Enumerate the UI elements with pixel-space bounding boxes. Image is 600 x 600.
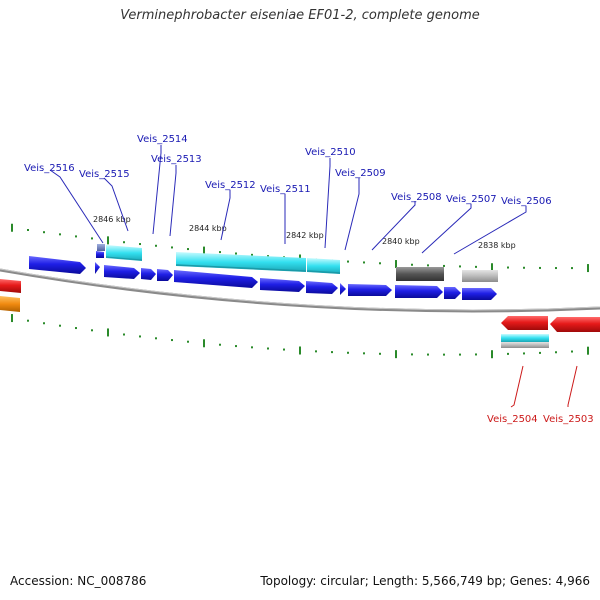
gene-label[interactable]: Veis_2510 (305, 147, 356, 158)
label-leader (49, 169, 104, 244)
rna-feature-edge (306, 270, 341, 274)
tick-label: 2844 kbp (189, 224, 227, 233)
length-label: Length: (372, 574, 419, 588)
scale-ruler-lower (11, 314, 589, 359)
gene-arrow[interactable] (157, 269, 173, 281)
gene-arrow[interactable] (0, 279, 21, 293)
gene-arrow[interactable] (29, 256, 86, 274)
gene-label[interactable]: Veis_2507 (446, 194, 497, 205)
forward-gene-labels: Veis_2516 Veis_2515 Veis_2514 Veis_2513 … (24, 134, 552, 207)
gene-label[interactable]: Veis_2504 (487, 414, 538, 425)
gene-label[interactable]: Veis_2509 (335, 168, 386, 179)
gene-label[interactable]: Veis_2511 (260, 184, 311, 195)
forward-label-leaders (49, 145, 527, 255)
reverse-label-leaders (510, 365, 578, 408)
rna-feature[interactable] (106, 245, 142, 261)
topology-value: circular (320, 574, 365, 588)
accession-label: Accession: (10, 574, 74, 588)
label-leader (169, 165, 177, 237)
tick-label: 2846 kbp (93, 215, 131, 224)
gene-arrow[interactable] (501, 316, 548, 330)
genome-backbone-highlight (0, 268, 600, 311)
tick-label: 2842 kbp (286, 231, 324, 240)
rna-feature[interactable] (307, 258, 340, 274)
gene-label[interactable]: Veis_2503 (543, 414, 594, 425)
reverse-gene-labels: Veis_2504 Veis_2503 (487, 414, 594, 425)
gene-label[interactable]: Veis_2508 (391, 192, 442, 203)
gene-feature[interactable] (97, 244, 105, 251)
accession-info: Accession: NC_008786 (10, 574, 146, 588)
gene-label[interactable]: Veis_2514 (137, 134, 188, 145)
topology-label: Topology: (260, 574, 317, 588)
gene-arrow[interactable] (141, 268, 156, 280)
length-value: 5,566,749 bp (421, 574, 502, 588)
tick-label: 2838 kbp (478, 241, 516, 250)
gene-arrow[interactable] (104, 265, 140, 279)
gene-arrow[interactable] (260, 278, 305, 292)
rna-feature-edge (175, 264, 307, 272)
gene-label[interactable]: Veis_2512 (205, 180, 256, 191)
gene-arrow[interactable] (96, 251, 104, 258)
gene-arrow[interactable] (0, 296, 20, 312)
reverse-strand-genes (0, 279, 600, 348)
rna-feature[interactable] (176, 252, 306, 272)
pseudogene-feature[interactable] (501, 342, 549, 348)
gene-arrow[interactable] (462, 288, 497, 300)
gene-arrow[interactable] (550, 317, 600, 332)
tick-label: 2840 kbp (382, 237, 420, 246)
gene-arrow[interactable] (174, 270, 258, 288)
forward-strand-genes (29, 251, 497, 300)
pseudogene-feature[interactable] (396, 267, 444, 281)
label-leader (152, 145, 162, 235)
gene-label[interactable]: Veis_2515 (79, 169, 130, 180)
genome-backbone (0, 268, 600, 313)
label-leader (344, 178, 360, 251)
label-leader (567, 365, 578, 407)
label-leader (453, 206, 527, 255)
gene-arrow[interactable] (306, 281, 338, 294)
gene-arrow[interactable] (340, 283, 346, 295)
pseudogene-feature[interactable] (462, 270, 498, 282)
gene-label[interactable]: Veis_2516 (24, 163, 75, 174)
rna-feature[interactable] (501, 334, 549, 342)
forward-strand-features (97, 244, 498, 282)
map-title: Verminephrobacter eiseniae EF01-2, compl… (120, 8, 480, 23)
rna-feature-edge (105, 256, 143, 261)
gene-label[interactable]: Veis_2506 (501, 196, 552, 207)
label-leader (510, 365, 524, 408)
label-leader (421, 204, 472, 254)
label-leader (324, 158, 331, 249)
label-leader (103, 177, 129, 232)
gene-arrow[interactable] (444, 287, 461, 299)
gene-arrow[interactable] (95, 262, 100, 274)
accession-value: NC_008786 (77, 574, 147, 588)
label-leader (371, 201, 416, 251)
genes-label: Genes: (509, 574, 552, 588)
gene-arrow[interactable] (348, 284, 392, 296)
gene-label[interactable]: Veis_2513 (151, 154, 202, 165)
genes-value: 4,966 (555, 574, 590, 588)
genome-stats: Topology: circular; Length: 5,566,749 bp… (260, 574, 590, 588)
gene-arrow[interactable] (395, 285, 443, 298)
label-leader (220, 190, 231, 241)
